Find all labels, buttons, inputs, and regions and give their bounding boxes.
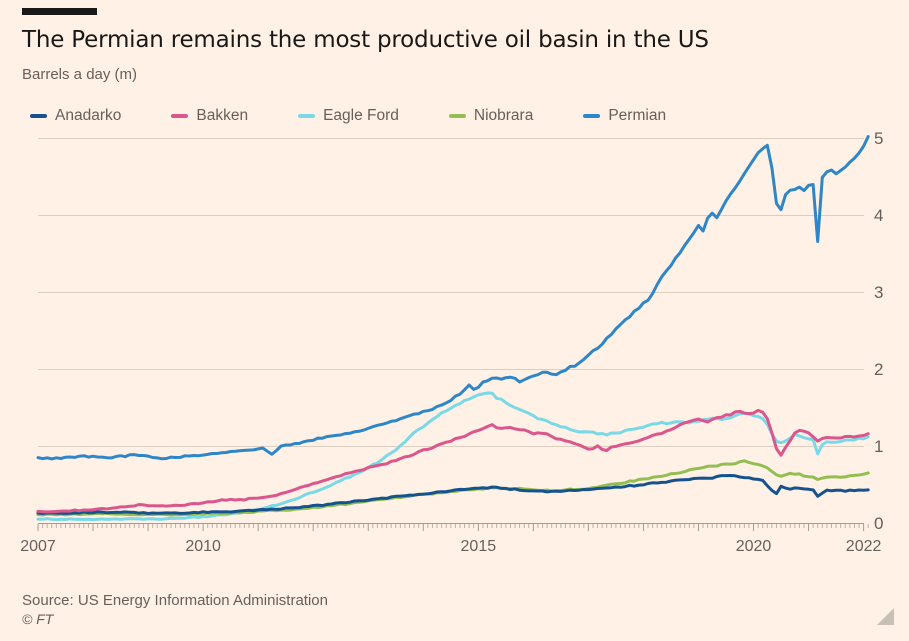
chart-units-label: Barrels a day (m) [22, 66, 138, 83]
legend-label: Anadarko [55, 107, 122, 124]
legend-item-bakken: Bakken [171, 107, 248, 125]
svg-text:2007: 2007 [20, 538, 56, 555]
ft-copyright-label: © FT [22, 611, 54, 627]
legend-item-eagle-ford: Eagle Ford [298, 107, 399, 125]
svg-text:2: 2 [874, 360, 883, 379]
gridlines [38, 138, 864, 447]
x-axis [37, 523, 869, 531]
svg-text:2015: 2015 [461, 538, 497, 555]
svg-text:3: 3 [874, 283, 883, 302]
legend-item-niobrara: Niobrara [448, 107, 534, 125]
legend-label: Eagle Ford [323, 107, 399, 124]
svg-text:0: 0 [874, 514, 883, 533]
anadarko-swatch-icon [30, 114, 47, 118]
svg-text:2020: 2020 [736, 538, 772, 555]
legend-label: Bakken [196, 107, 249, 124]
svg-text:1: 1 [874, 437, 883, 456]
top-accent-bar [22, 8, 97, 15]
svg-text:2022: 2022 [846, 538, 882, 555]
chart-series-lines [36, 135, 870, 522]
legend-item-permian: Permian [583, 107, 666, 125]
chart-legend: Anadarko Bakken Eagle Ford Niobrara Perm… [30, 107, 666, 125]
bakken-swatch-icon [171, 114, 189, 118]
permian-swatch-icon [583, 114, 601, 118]
eagle-ford-swatch-icon [298, 114, 316, 118]
resize-corner-icon [877, 608, 894, 625]
axis-tick-labels: 0 1 2 3 4 5 2007 2010 2015 2020 2022 [20, 129, 883, 555]
niobrara-swatch-icon [448, 114, 466, 118]
source-label: Source: US Energy Information Administra… [22, 592, 328, 609]
legend-label: Niobrara [473, 107, 534, 124]
svg-text:5: 5 [874, 129, 883, 148]
svg-text:2010: 2010 [185, 538, 221, 555]
legend-label: Permian [608, 107, 667, 124]
chart-title: The Permian remains the most productive … [22, 27, 709, 53]
legend-item-anadarko: Anadarko [30, 107, 121, 125]
svg-text:4: 4 [874, 206, 883, 225]
